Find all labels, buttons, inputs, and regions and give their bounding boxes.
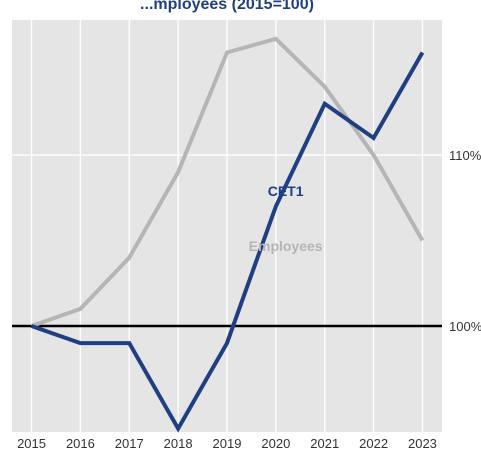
y-axis-tick-labels: 100% 110% — [449, 148, 481, 334]
chart-title: ...mployees (2015=100) — [140, 0, 314, 13]
series-labels: Employees CET1 — [249, 183, 323, 254]
x-tick-label: 2018 — [164, 436, 193, 451]
x-tick-label: 2019 — [213, 436, 242, 451]
x-tick-label: 2023 — [408, 436, 437, 451]
x-tick-label: 2016 — [66, 436, 95, 451]
x-tick-label: 2022 — [359, 436, 388, 451]
series-label-employees: Employees — [249, 238, 323, 254]
x-gridlines — [30, 20, 424, 432]
y-tick-label: 110% — [449, 148, 481, 163]
series-label-cet1: CET1 — [268, 183, 304, 199]
x-tick-label: 2015 — [17, 436, 46, 451]
x-axis-tick-labels: 2015 2016 2017 2018 2019 2020 2021 2022 2023 — [17, 436, 437, 451]
y-tick-label: 100% — [449, 319, 481, 334]
series-lines — [30, 36, 425, 433]
x-tick-label: 2017 — [115, 436, 144, 451]
x-tick-label: 2020 — [261, 436, 290, 451]
x-tick-label: 2021 — [310, 436, 339, 451]
